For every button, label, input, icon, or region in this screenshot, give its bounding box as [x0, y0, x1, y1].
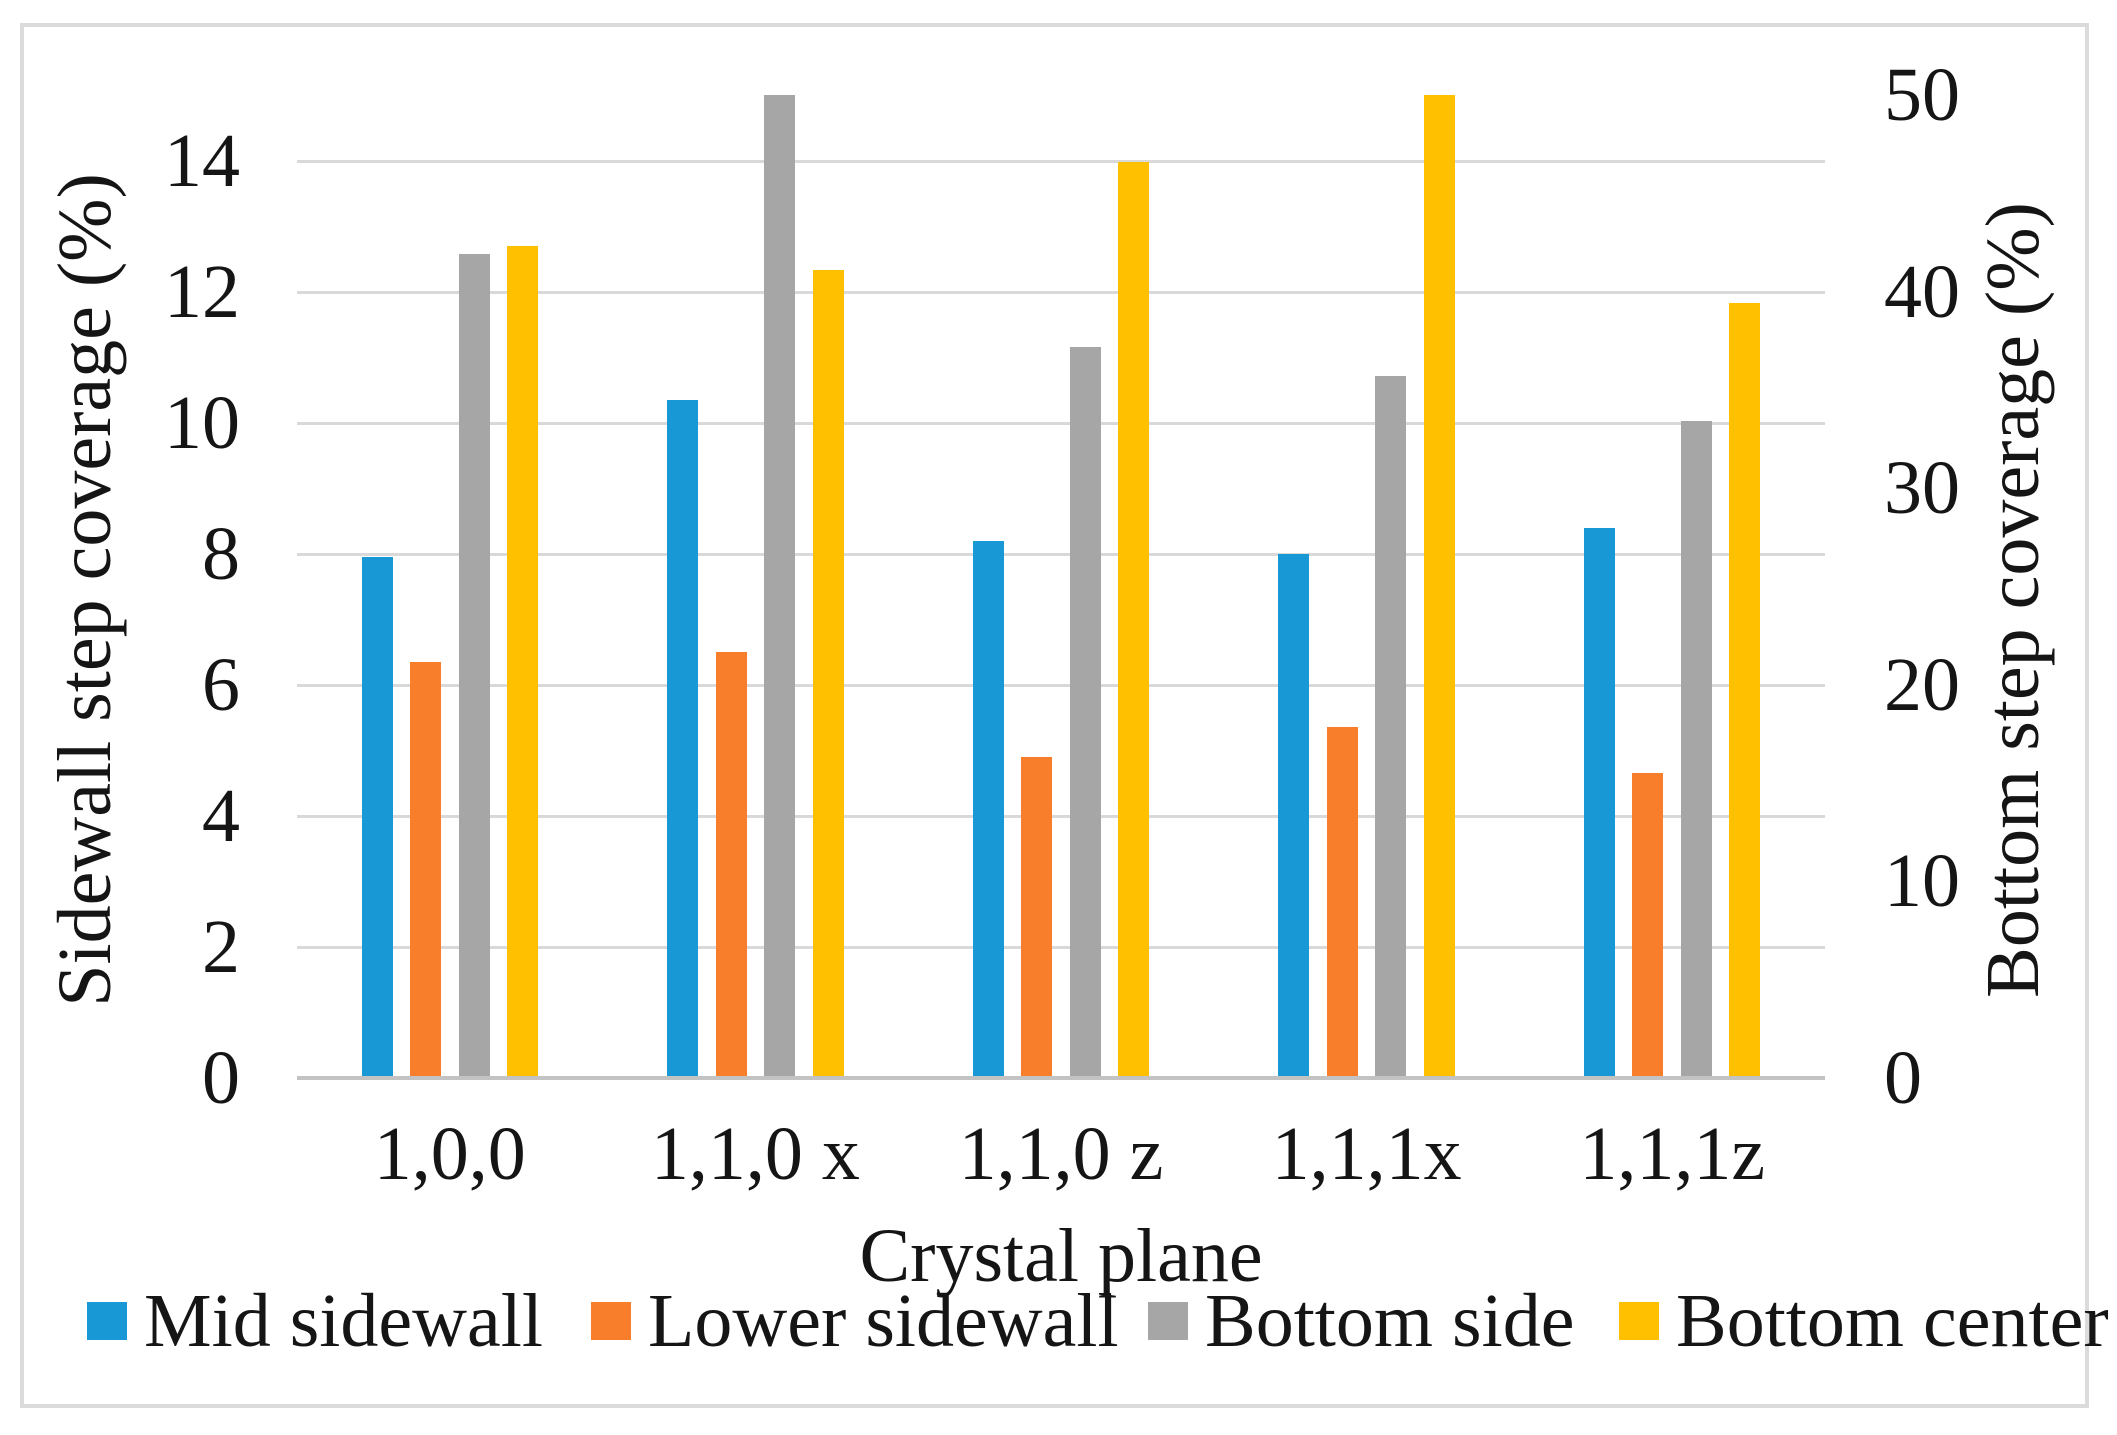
- category-label-1-1-0-x: 1,1,0 x: [650, 1112, 860, 1196]
- legend-label-lower-sidewall: Lower sidewall: [648, 1279, 1119, 1363]
- bar-mid-sidewall-1-0-0: [361, 557, 393, 1078]
- gridline-y4: [297, 814, 1825, 818]
- bar-mid-sidewall-1-1-1x: [1278, 553, 1310, 1078]
- gridline-y2: [297, 945, 1825, 949]
- left-axis-tick-14: 14: [164, 118, 240, 203]
- legend-item-bottom-side: Bottom side: [1148, 1283, 1574, 1359]
- bar-bottom-side-1-0-0: [458, 254, 490, 1078]
- right-axis-tick-10: 10: [1884, 839, 1960, 924]
- gridline-y6: [297, 683, 1825, 687]
- right-y-axis-title: Bottom step coverage (%): [1971, 202, 2055, 998]
- legend-marker-mid-sidewall: [87, 1302, 127, 1340]
- right-axis-tick-50: 50: [1884, 53, 1960, 137]
- bar-bottom-center-1-1-0-x: [812, 269, 844, 1078]
- category-label-1-1-0-z: 1,1,0 z: [958, 1112, 1164, 1196]
- bar-bottom-side-1-1-1z: [1680, 421, 1712, 1078]
- bar-bottom-center-1-0-0: [507, 246, 539, 1078]
- category-label-1-0-0: 1,0,0: [373, 1112, 526, 1196]
- bar-lower-sidewall-1-1-0-x: [715, 652, 747, 1078]
- right-axis-tick-0: 0: [1884, 1036, 1922, 1120]
- x-axis-title: Crystal plane: [859, 1214, 1263, 1298]
- bar-bottom-center-1-1-0-z: [1118, 161, 1150, 1078]
- left-y-axis-title: Sidewall step coverage (%): [43, 173, 127, 1007]
- bar-mid-sidewall-1-1-0-z: [972, 540, 1004, 1078]
- bar-bottom-side-1-1-1x: [1375, 376, 1407, 1078]
- bar-mid-sidewall-1-1-0-x: [667, 399, 699, 1078]
- legend-label-bottom-center: Bottom center: [1676, 1279, 2109, 1363]
- right-axis-tick-20: 20: [1884, 642, 1960, 727]
- bar-lower-sidewall-1-1-0-z: [1021, 756, 1053, 1078]
- category-label-1-1-1x: 1,1,1x: [1271, 1112, 1462, 1196]
- legend-item-mid-sidewall: Mid sidewall: [87, 1283, 543, 1359]
- left-axis-tick-0: 0: [202, 1036, 240, 1120]
- legend-marker-lower-sidewall: [591, 1302, 631, 1340]
- x-axis-line: [297, 1076, 1825, 1080]
- right-axis-tick-40: 40: [1884, 249, 1960, 334]
- gridline-y14: [297, 159, 1825, 163]
- gridline-y12: [297, 290, 1825, 294]
- bar-bottom-center-1-1-1z: [1729, 303, 1761, 1078]
- left-axis-tick-4: 4: [202, 773, 240, 858]
- bar-lower-sidewall-1-1-1x: [1326, 727, 1358, 1078]
- legend-label-mid-sidewall: Mid sidewall: [144, 1279, 543, 1363]
- bar-bottom-side-1-1-0-z: [1069, 346, 1101, 1078]
- legend-item-bottom-center: Bottom center: [1619, 1283, 2109, 1359]
- left-axis-tick-10: 10: [164, 380, 240, 465]
- left-axis-tick-12: 12: [164, 249, 240, 334]
- plot-area: [297, 95, 1825, 1080]
- left-axis-tick-8: 8: [202, 511, 240, 596]
- bar-bottom-side-1-1-0-x: [764, 95, 796, 1078]
- left-axis-tick-6: 6: [202, 642, 240, 727]
- bar-lower-sidewall-1-0-0: [410, 661, 442, 1078]
- legend-label-bottom-side: Bottom side: [1205, 1279, 1575, 1363]
- legend-marker-bottom-side: [1148, 1302, 1188, 1340]
- right-axis-tick-30: 30: [1884, 446, 1960, 531]
- bar-lower-sidewall-1-1-1z: [1632, 773, 1664, 1078]
- left-axis-tick-2: 2: [202, 904, 240, 989]
- bar-mid-sidewall-1-1-1z: [1583, 527, 1615, 1078]
- gridline-y8: [297, 552, 1825, 556]
- category-label-1-1-1z: 1,1,1z: [1579, 1112, 1766, 1196]
- bar-bottom-center-1-1-1x: [1423, 95, 1455, 1078]
- legend-marker-bottom-center: [1619, 1302, 1659, 1340]
- gridline-y10: [297, 421, 1825, 425]
- legend-item-lower-sidewall: Lower sidewall: [591, 1283, 1119, 1359]
